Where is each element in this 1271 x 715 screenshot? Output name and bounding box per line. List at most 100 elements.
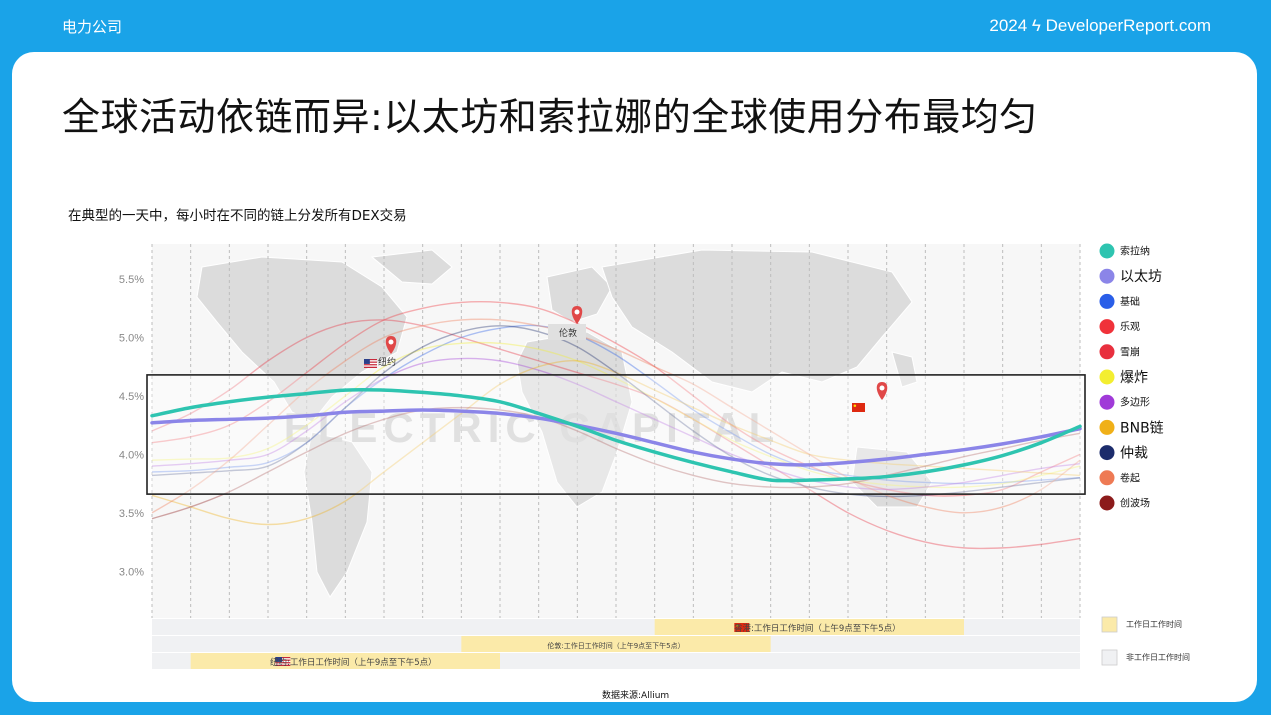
map-pin-new-york: 纽约 — [378, 336, 397, 368]
legend-label: 多边形 — [1120, 396, 1150, 409]
usa-flag-icon — [364, 359, 377, 368]
legend-marker — [1099, 293, 1115, 309]
legend-label: BNB链 — [1120, 420, 1164, 436]
flag-stripe — [364, 362, 377, 365]
source-note: 数据来源:Allium — [602, 691, 670, 701]
continent-shape — [303, 431, 373, 598]
flag-field — [852, 403, 865, 412]
timezone-row: 伦敦:工作日工作时间（上午9点至下午5点） — [152, 636, 1080, 652]
series-line — [151, 318, 1081, 514]
legend-label: 创波场 — [1120, 497, 1150, 510]
map-pin-icon — [876, 382, 888, 400]
flag-canton — [364, 359, 370, 364]
y-tick-label: 3.5% — [119, 508, 144, 520]
y-tick-label: 3.0% — [119, 566, 144, 578]
flag-star — [853, 404, 857, 407]
legend-marker — [1099, 243, 1115, 259]
series-line — [150, 408, 1082, 467]
china-flag-icon — [734, 623, 750, 632]
legend-item: BNB链 — [1099, 419, 1164, 436]
series-line — [151, 319, 1081, 550]
legend-marker — [1099, 344, 1115, 360]
legend-item: 卷起 — [1099, 470, 1140, 486]
map-pin-dot — [879, 385, 885, 391]
series-line — [151, 301, 1081, 497]
bar-legend-item: 工作日工作时间 — [1101, 616, 1182, 633]
legend-label: 雪崩 — [1120, 345, 1140, 358]
business-hours-bar — [461, 636, 771, 652]
legend-marker — [1099, 445, 1115, 461]
series-line — [151, 324, 1081, 485]
slide-card: 全球活动依链而异:以太坊和索拉娜的全球使用分布最均匀 在典型的一天中，每小时在不… — [12, 52, 1257, 702]
series-line — [151, 359, 1081, 526]
legend-label: 索拉纳 — [1120, 245, 1150, 258]
flag-stripe — [364, 359, 377, 361]
y-tick-label: 5.5% — [119, 274, 144, 286]
map-pin-dot — [388, 339, 394, 345]
legend-label: 卷起 — [1120, 471, 1140, 484]
header-left-label: 电力公司 — [62, 18, 123, 36]
continent-shape — [370, 249, 453, 285]
timezone-bar-label: 纽约:工作日工作时间（上午9点至下午5点） — [270, 657, 437, 668]
page-title: 全球活动依链而异:以太坊和索拉娜的全球使用分布最均匀 — [62, 95, 1038, 139]
series-line — [151, 406, 1081, 520]
timezone-row: 香港:工作日工作时间（上午9点至下午5点） — [152, 619, 1080, 635]
map-pin-hongkong — [876, 382, 888, 400]
bar-legend-swatch — [1101, 649, 1118, 666]
flag-stripe — [364, 366, 377, 368]
legend-label: 乐观 — [1120, 321, 1140, 333]
legend-item: 仲裁 — [1099, 445, 1148, 462]
y-tick-label: 4.5% — [119, 391, 144, 403]
legend-label: 基础 — [1120, 295, 1140, 308]
map-pin-dot — [574, 309, 580, 315]
legend-marker — [1099, 319, 1115, 335]
flag-stripe — [275, 658, 291, 660]
continent-shape — [196, 256, 408, 423]
bar-legend-swatch — [1101, 616, 1118, 633]
flag-star — [736, 624, 739, 627]
legend-item: 索拉纳 — [1099, 243, 1150, 259]
flag-stripe — [364, 360, 377, 362]
series-line — [151, 341, 1081, 489]
y-tick-label: 5.0% — [119, 333, 144, 345]
bar-legend-label: 工作日工作时间 — [1126, 619, 1182, 629]
legend-item: 爆炸 — [1099, 369, 1148, 386]
flag-stripe — [275, 660, 291, 663]
flag-stripe — [364, 365, 377, 367]
city-label: 纽约 — [378, 356, 396, 368]
legend-item: 以太坊 — [1099, 268, 1162, 285]
continent-shape — [601, 249, 913, 393]
flag-stripe — [364, 361, 377, 363]
legend-marker — [1099, 394, 1115, 410]
series-line — [150, 387, 1082, 483]
legend-marker — [1099, 369, 1115, 385]
header-right-label: 2024 ϟ DeveloperReport.com — [989, 16, 1211, 35]
flag-stripe — [275, 664, 291, 666]
timezone-bar-label: 伦敦:工作日工作时间（上午9点至下午5点） — [547, 641, 684, 650]
chart-subtitle: 在典型的一天中，每小时在不同的链上分发所有DEX交易 — [68, 208, 407, 224]
china-flag-icon — [852, 403, 865, 412]
series-line — [151, 325, 1081, 498]
flag-stripe — [275, 659, 291, 661]
series-line — [151, 357, 1081, 491]
legend-marker — [1099, 470, 1115, 486]
timezone-bar-label: 香港:工作日工作时间（上午9点至下午5点） — [734, 623, 901, 634]
business-hours-bar — [190, 653, 500, 669]
continent-shape — [546, 266, 613, 323]
bar-legend-item: 非工作日工作时间 — [1101, 649, 1190, 666]
y-tick-label: 4.0% — [119, 449, 144, 461]
business-hours-bar — [654, 619, 964, 635]
usa-flag-icon — [275, 657, 291, 666]
legend-item: 乐观 — [1099, 319, 1140, 335]
legend-label: 仲裁 — [1120, 446, 1148, 462]
map-pin-icon — [385, 336, 397, 354]
legend-label: 以太坊 — [1120, 269, 1162, 285]
city-label: 伦敦 — [559, 327, 577, 339]
legend-item: 基础 — [1099, 293, 1140, 309]
timezone-row: 纽约:工作日工作时间（上午9点至下午5点） — [152, 653, 1080, 669]
flag-stripe — [275, 663, 291, 665]
flag-stripe — [364, 364, 377, 366]
chart-svg: ELECTRIC CAPITAL5.5%5.0%4.5%4.0%3.5%3.0%… — [119, 243, 1190, 669]
legend-item: 雪崩 — [1099, 344, 1140, 360]
flag-stripe — [275, 662, 291, 664]
